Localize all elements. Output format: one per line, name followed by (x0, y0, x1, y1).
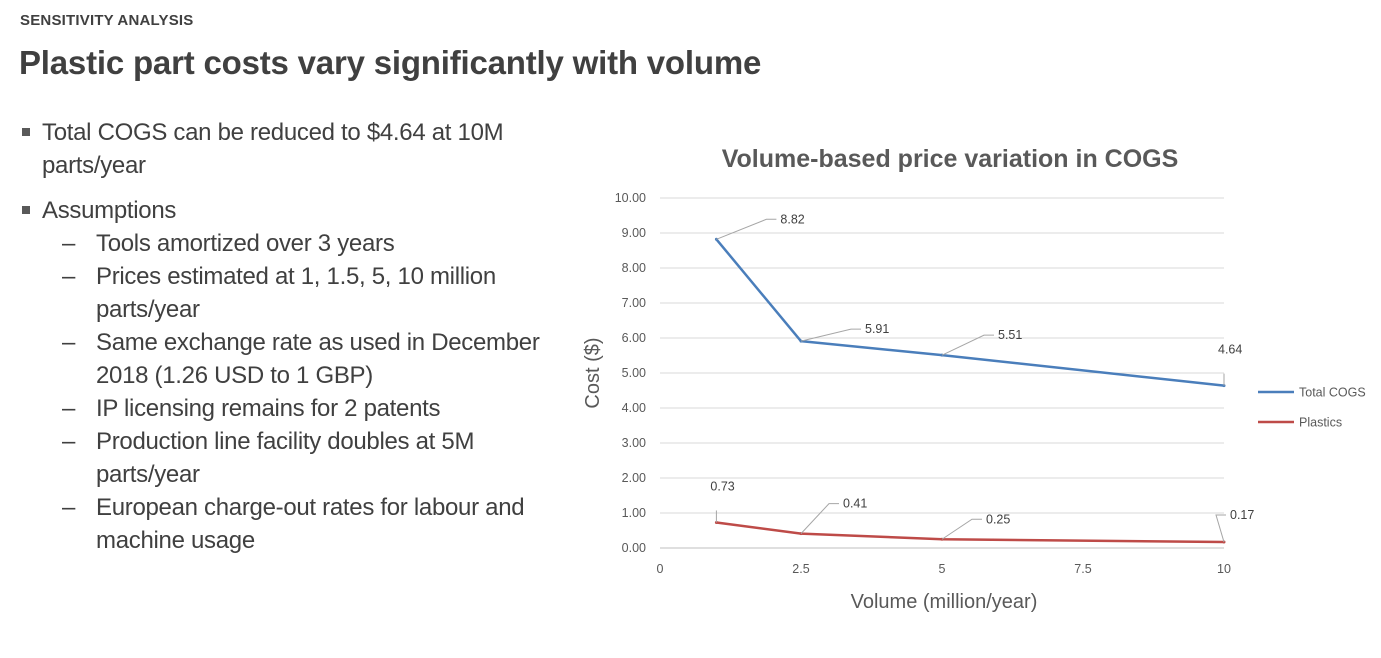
label-leader-line (1215, 514, 1226, 543)
y-tick-label: 9.00 (622, 226, 646, 240)
data-label: 0.73 (710, 479, 734, 493)
sub-bullet-item: – Prices estimated at 1, 1.5, 5, 10 milli… (42, 260, 542, 326)
cogs-line-chart: Volume-based price variation in COGS 0.00… (582, 145, 1366, 613)
page-title: Plastic part costs vary significantly wi… (19, 44, 762, 81)
sub-bullet-item: – Tools amortized over 3 years (42, 227, 542, 260)
x-tick-label: 5 (939, 562, 946, 576)
sub-bullet-text: Production line facility doubles at 5M p… (96, 428, 475, 488)
data-label: 8.82 (780, 212, 804, 226)
square-bullet-icon (22, 206, 30, 214)
bullet-item: Total COGS can be reduced to $4.64 at 10… (22, 116, 542, 182)
y-tick-label: 5.00 (622, 366, 646, 380)
x-axis-title: Volume (million/year) (851, 591, 1038, 613)
dash-icon: – (62, 494, 76, 521)
square-bullet-icon (22, 128, 30, 136)
y-axis-title: Cost ($) (582, 337, 604, 408)
x-tick-label: 2.5 (792, 562, 809, 576)
x-tick-label: 7.5 (1074, 562, 1091, 576)
series-line-total-cogs (715, 238, 1225, 387)
label-leader-line (941, 334, 994, 356)
chart-title: Volume-based price variation in COGS (722, 145, 1179, 173)
sub-bullet-list: – Tools amortized over 3 years – Prices es… (42, 227, 542, 557)
label-leader-line (800, 503, 839, 534)
dash-icon: – (62, 428, 76, 455)
label-leader-line (941, 518, 982, 540)
bullet-text: Assumptions (42, 197, 177, 224)
y-tick-label: 10.00 (615, 191, 646, 205)
bullet-text: Total COGS can be reduced to $4.64 at 10… (42, 119, 504, 179)
data-label: 0.25 (986, 512, 1010, 526)
y-tick-label: 7.00 (622, 296, 646, 310)
legend-label: Total COGS (1299, 386, 1366, 400)
sub-bullet-text: Prices estimated at 1, 1.5, 5, 10 millio… (96, 263, 496, 323)
y-tick-label: 6.00 (622, 331, 646, 345)
data-label: 0.17 (1230, 508, 1254, 522)
y-tick-label: 1.00 (622, 506, 646, 520)
y-tick-label: 4.00 (622, 401, 646, 415)
bullet-list: Total COGS can be reduced to $4.64 at 10… (22, 116, 542, 557)
data-label: 4.64 (1218, 343, 1242, 357)
y-tick-label: 8.00 (622, 261, 646, 275)
x-tick-label: 0 (657, 562, 664, 576)
data-label: 5.51 (998, 328, 1022, 342)
dash-icon: – (62, 395, 76, 422)
x-tick-label: 10 (1217, 562, 1231, 576)
sub-bullet-text: Same exchange rate as used in December 2… (96, 329, 540, 389)
sub-bullet-text: Tools amortized over 3 years (96, 230, 395, 257)
legend-label: Plastics (1299, 416, 1342, 430)
sub-bullet-item: – European charge-out rates for labour an… (42, 491, 542, 557)
label-leader-line (716, 218, 777, 240)
sub-bullet-text: European charge-out rates for labour and… (96, 494, 525, 554)
label-leader-line (800, 328, 861, 342)
y-tick-label: 0.00 (622, 541, 646, 555)
data-label: 5.91 (865, 322, 889, 336)
series-line-plastics (716, 521, 1225, 544)
sub-bullet-item: – Same exchange rate as used in December … (42, 326, 542, 392)
dash-icon: – (62, 230, 76, 257)
sub-bullet-item: – Production line facility doubles at 5M … (42, 425, 542, 491)
sub-bullet-item: – IP licensing remains for 2 patents (42, 392, 542, 425)
dash-icon: – (62, 329, 76, 356)
dash-icon: – (62, 263, 76, 290)
bullet-item: Assumptions – Tools amortized over 3 year… (22, 194, 542, 557)
section-label: SENSITIVITY ANALYSIS (20, 12, 194, 29)
y-tick-label: 3.00 (622, 436, 646, 450)
y-tick-label: 2.00 (622, 471, 646, 485)
data-label: 0.41 (843, 497, 867, 511)
sub-bullet-text: IP licensing remains for 2 patents (96, 395, 441, 422)
